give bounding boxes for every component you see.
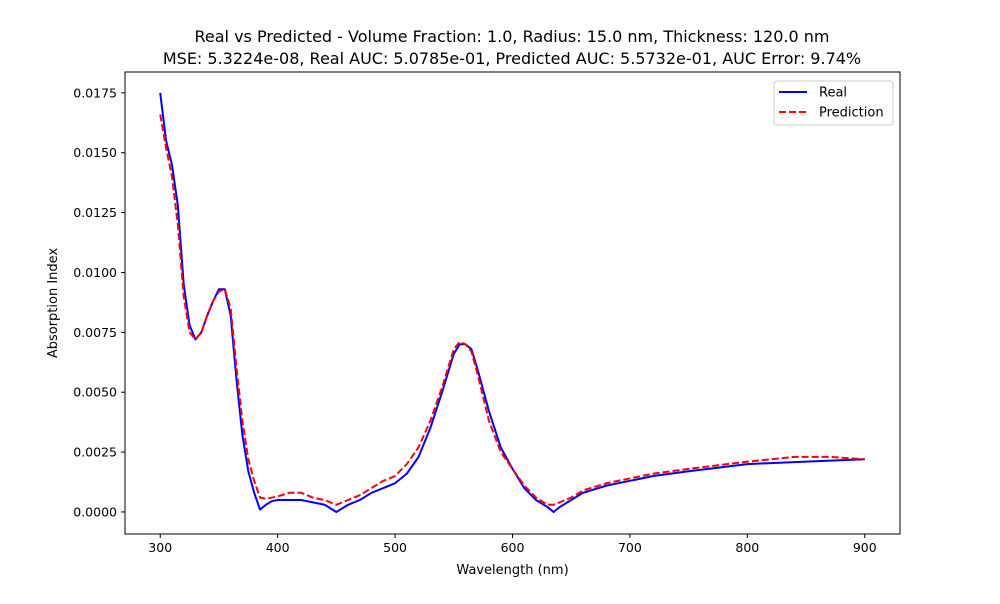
x-tick-label: 300	[148, 540, 172, 555]
legend-label-prediction: Prediction	[819, 106, 884, 121]
y-tick-label: 0.0000	[73, 504, 117, 519]
x-tick-label: 600	[501, 540, 525, 555]
series-line-prediction	[159, 114, 865, 506]
y-tick-label: 0.0175	[73, 85, 117, 100]
x-tick-label: 700	[618, 540, 642, 555]
chart-subtitle: MSE: 5.3224e-08, Real AUC: 5.0785e-01, P…	[163, 49, 861, 68]
x-tick-label: 800	[735, 540, 759, 555]
legend-label-real: Real	[819, 86, 847, 101]
legend: Real Prediction	[773, 80, 894, 126]
x-axis-ticks: 300 400 500 600 700 800 900	[148, 534, 877, 555]
y-axis-label: Absorption Index	[46, 248, 61, 359]
y-tick-label: 0.0025	[73, 445, 117, 460]
x-tick-label: 400	[266, 540, 290, 555]
x-axis-label: Wavelength (nm)	[456, 563, 568, 578]
y-tick-label: 0.0100	[73, 265, 117, 280]
y-tick-label: 0.0050	[73, 385, 117, 400]
y-tick-label: 0.0150	[73, 145, 117, 160]
x-tick-label: 500	[383, 540, 407, 555]
series-layer	[159, 92, 865, 513]
chart-title: Real vs Predicted - Volume Fraction: 1.0…	[195, 27, 830, 46]
x-tick-label: 900	[853, 540, 877, 555]
y-tick-label: 0.0075	[73, 325, 117, 340]
y-axis-ticks: 0.0000 0.0025 0.0050 0.0075 0.0100 0.0125 0.01…	[73, 85, 125, 519]
y-tick-label: 0.0125	[73, 205, 117, 220]
